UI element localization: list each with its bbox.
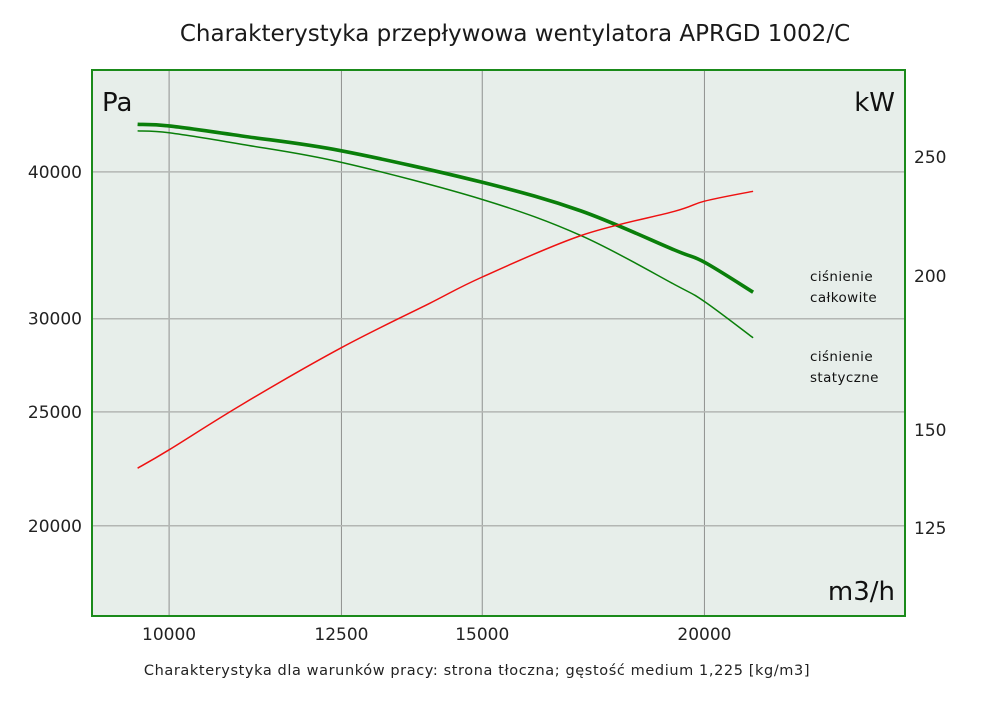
- y2-tick-label-200: 200: [914, 267, 946, 287]
- x-tick-label-12500: 12500: [314, 625, 368, 645]
- plot-area: [92, 70, 905, 616]
- y2-tick-labels: 125 150 200 250: [914, 148, 946, 539]
- series-line-moc: [137, 190, 754, 469]
- y2-axis-unit-label: kW: [854, 88, 895, 118]
- x-tick-label-15000: 15000: [455, 625, 509, 645]
- grid: [92, 70, 905, 616]
- y-tick-label-40000: 40000: [28, 163, 82, 183]
- y-tick-labels: 20000 25000 30000 40000: [28, 163, 82, 537]
- x-axis-unit-label: m3/h: [828, 577, 895, 607]
- y2-tick-label-125: 125: [914, 519, 946, 539]
- curves: [137, 122, 755, 469]
- x-tick-label-20000: 20000: [677, 625, 731, 645]
- plot-frame: [91, 69, 906, 617]
- curve-label-cisnienie-statyczne-line-2: statyczne: [810, 370, 879, 386]
- y2-tick-label-250: 250: [914, 148, 946, 168]
- y-tick-label-30000: 30000: [28, 310, 82, 330]
- curve-label-cisnienie-statyczne-line-1: ciśnienie: [810, 349, 873, 365]
- curve-label-cisnienie-calkowite-line-2: całkowite: [810, 290, 877, 306]
- y-tick-label-25000: 25000: [28, 403, 82, 423]
- curve-labels: ciśnienie całkowite ciśnienie statyczne: [810, 269, 879, 386]
- x-tick-labels: 10000 12500 15000 20000: [142, 625, 731, 645]
- y-tick-label-20000: 20000: [28, 517, 82, 537]
- chart-footnote: Charakterystyka dla warunków pracy: stro…: [144, 663, 810, 679]
- series-line-cisnienie-statyczne: [137, 130, 754, 339]
- series-line-cisnienie-calkowite: [137, 122, 755, 294]
- x-tick-label-10000: 10000: [142, 625, 196, 645]
- y2-tick-label-150: 150: [914, 421, 946, 441]
- y-axis-unit-label: Pa: [102, 88, 132, 118]
- chart-title: Charakterystyka przepływowa wentylatora …: [180, 21, 850, 47]
- curve-label-cisnienie-calkowite-line-1: ciśnienie: [810, 269, 873, 285]
